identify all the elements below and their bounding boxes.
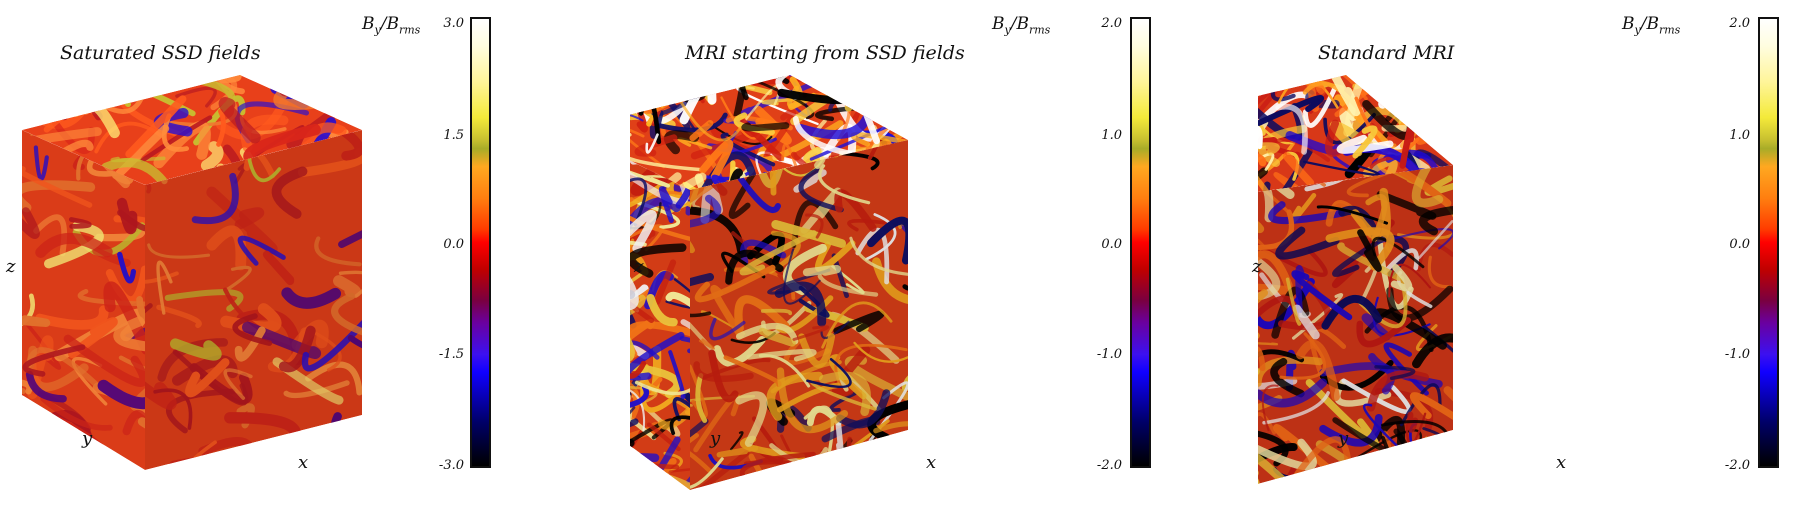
colorbar (1130, 17, 1151, 468)
axis-label-x: x (298, 452, 309, 473)
colorbar-label: By/Brms (992, 14, 1051, 37)
axis-label-y: y (710, 428, 721, 449)
axis-label-z: z (634, 256, 644, 277)
colorbar-tick: -1.0 (1724, 347, 1750, 362)
colorbar-tick: 0.0 (1101, 237, 1122, 252)
simulation-cube (630, 75, 908, 490)
colorbar-tick: -1.5 (438, 347, 464, 362)
colorbar-tick: 1.5 (443, 128, 464, 143)
axis-label-z: z (6, 256, 16, 277)
colorbar-tick: -2.0 (1096, 458, 1122, 473)
colorbar-label: By/Brms (1622, 14, 1681, 37)
cube-face (690, 140, 908, 490)
axis-label-y: y (82, 428, 93, 449)
axis-label-x: x (1556, 452, 1567, 473)
cube-face (1258, 165, 1453, 490)
colorbar-tick: 1.0 (1729, 128, 1750, 143)
colorbar-tick: 2.0 (1729, 16, 1750, 31)
cube-face (145, 130, 362, 470)
axis-label-y: y (1338, 428, 1349, 449)
colorbar-tick: -3.0 (438, 458, 464, 473)
colorbar-tick: 2.0 (1101, 16, 1122, 31)
colorbar (470, 17, 491, 468)
axis-label-z: z (1252, 256, 1262, 277)
panel-title: Standard MRI (1318, 42, 1455, 64)
colorbar-label: By/Brms (362, 14, 421, 37)
simulation-cube (22, 75, 362, 470)
colorbar-tick: 3.0 (443, 16, 464, 31)
colorbar-tick: 0.0 (443, 237, 464, 252)
panel-title: Saturated SSD fields (60, 42, 261, 64)
colorbar-tick: 1.0 (1101, 128, 1122, 143)
simulation-cube (1258, 75, 1453, 490)
panel-saturated-ssd: Saturated SSD fields By/Brms 3.0 1.5 0.0… (0, 0, 600, 513)
axis-label-x: x (926, 452, 937, 473)
colorbar-tick: 0.0 (1729, 237, 1750, 252)
colorbar (1758, 17, 1779, 468)
panel-title: MRI starting from SSD fields (685, 42, 965, 64)
panel-mri-from-ssd: MRI starting from SSD fields By/Brms 2.0… (630, 0, 1230, 513)
colorbar-tick: -1.0 (1096, 347, 1122, 362)
panel-standard-mri: Standard MRI By/Brms 2.0 1.0 0.0 -1.0 -2… (1252, 0, 1800, 513)
colorbar-tick: -2.0 (1724, 458, 1750, 473)
